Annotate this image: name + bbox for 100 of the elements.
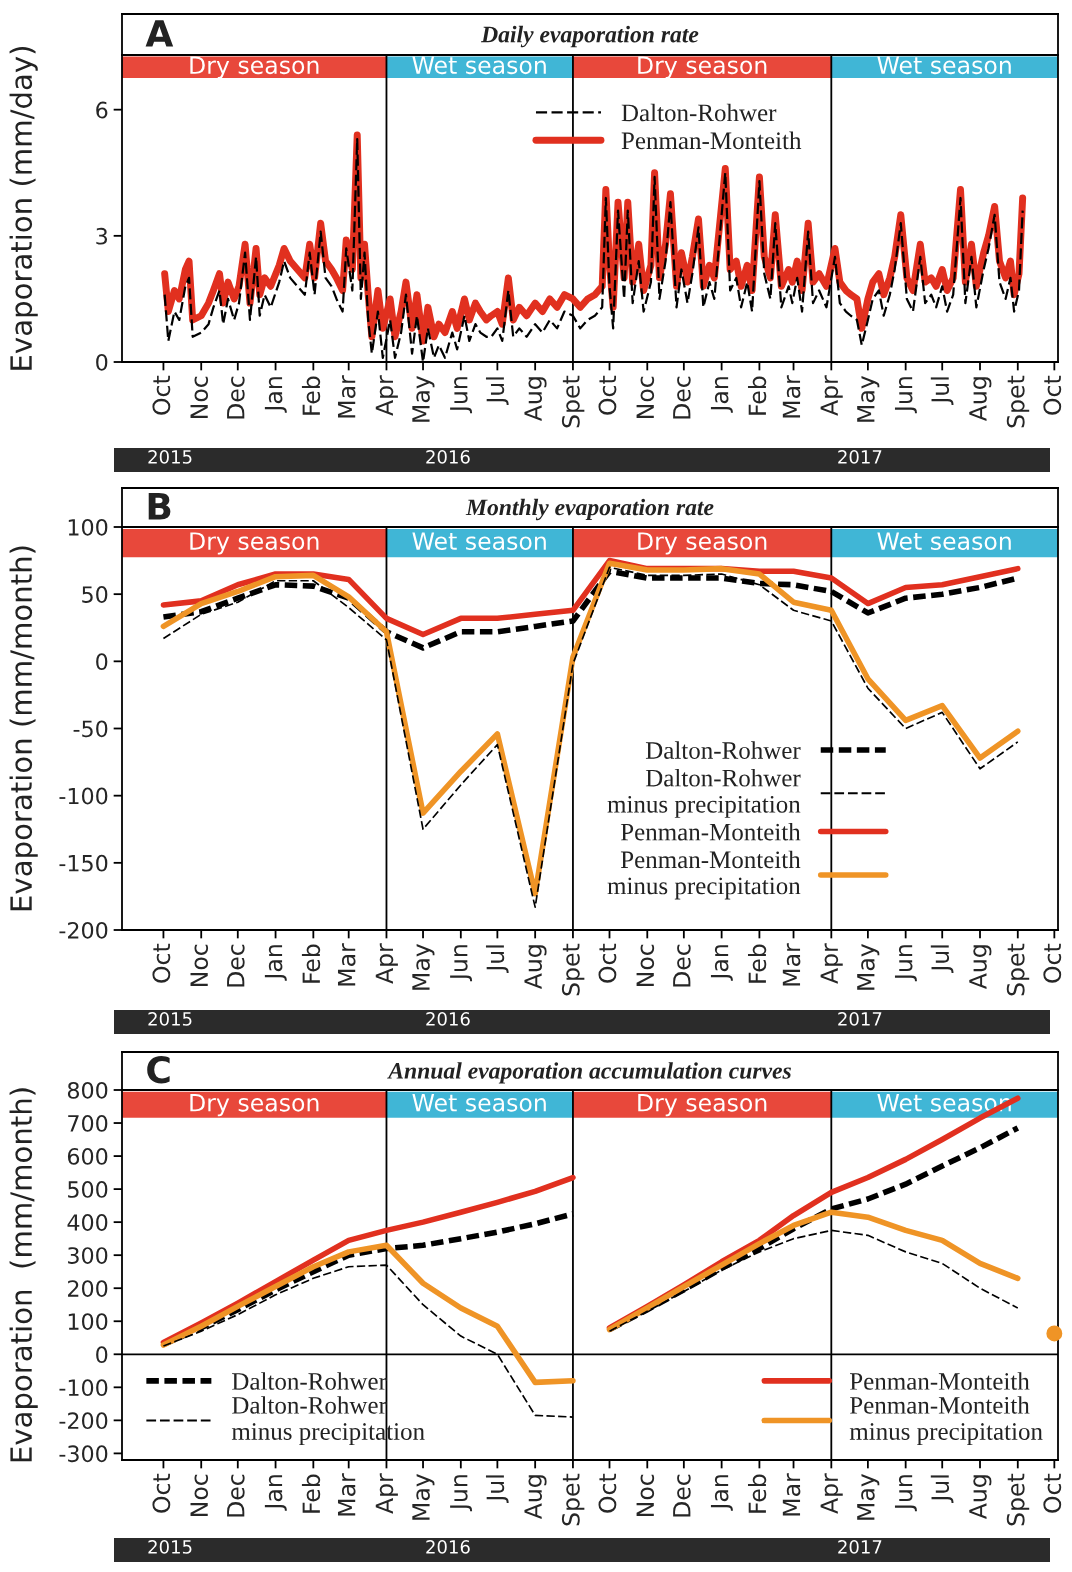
x-tick-label: Jul: [930, 945, 954, 973]
x-tick-label: Apr: [820, 1473, 843, 1514]
x-tick-label: Oct: [1043, 375, 1062, 415]
x-tick-label: Apr: [820, 943, 843, 984]
band-label: Dry season: [190, 532, 319, 555]
x-tick-label: Aug: [969, 377, 992, 422]
x-tick-label: May: [412, 1473, 435, 1520]
x-tick-label: Oct: [598, 375, 617, 415]
x-tick-label: Apr: [820, 375, 843, 416]
x-tick-label: Jul: [485, 377, 509, 405]
legend-label: Dalton-Rohwer: [621, 103, 777, 122]
band-label: Dry season: [190, 56, 319, 79]
x-tick-label: Mar: [337, 375, 356, 418]
x-tick-label: Jun: [894, 1475, 917, 1512]
band-label: Dry season: [638, 56, 767, 79]
x2-tick-label: 2015: [148, 450, 192, 464]
x-tick-label: Oct: [152, 375, 171, 415]
x-tick-label: May: [857, 1473, 880, 1520]
y-tick-label: 50: [82, 586, 108, 603]
x-tick-label: Dec: [227, 376, 245, 419]
y-tick-label: 100: [68, 1313, 108, 1331]
x-tick-label: Jul: [930, 377, 954, 405]
x-tick-label: Jul: [485, 945, 509, 973]
text: C: [147, 1056, 170, 1084]
x-tick-label: Aug: [524, 377, 547, 422]
x-tick-label: Mar: [782, 375, 801, 418]
y-tick-label: 400: [67, 1214, 108, 1231]
x2-tick-label: 2016: [426, 1540, 470, 1554]
x2-tick-label: 2015: [148, 1540, 192, 1554]
x2-tick-label: 2017: [838, 1012, 882, 1026]
y-tick-label: 700: [68, 1114, 108, 1132]
y-tick-label: -200: [59, 921, 108, 939]
x2-tick-label: 2015: [148, 1012, 192, 1026]
x-tick-label: Feb: [301, 376, 321, 415]
x-tick-label: Noc: [636, 376, 655, 418]
x-tick-label: Oct: [1043, 1473, 1062, 1513]
x-tick-label: Spet: [1006, 375, 1030, 428]
x-tick-label: Jan: [264, 377, 287, 413]
legend-label: Penman-Monteith minus precipitation: [607, 850, 801, 900]
x-tick-label: Jun: [894, 945, 917, 982]
x-tick-label: Jan: [710, 377, 733, 413]
band-label: Dry season: [190, 1094, 319, 1117]
x-tick-label: Feb: [747, 376, 767, 415]
x-tick-label: Feb: [747, 944, 767, 983]
chart-title: Annual evaporation accumulation curves: [387, 1062, 791, 1084]
band-label: Dry season: [638, 1094, 767, 1117]
legend-label: Dalton-Rohwer: [645, 741, 801, 759]
x-tick-label: Spet: [561, 1473, 585, 1526]
x-tick-label: Aug: [524, 1475, 547, 1520]
x-tick-label: Jan: [264, 945, 287, 981]
x-tick-label: Noc: [636, 1474, 655, 1516]
x-tick-label: Jul: [930, 1475, 954, 1503]
x-tick-label: Jan: [710, 1475, 733, 1511]
y-tick-label: 0: [96, 1346, 108, 1364]
legend-label: Penman-Monteith: [621, 131, 802, 150]
x-tick-label: Dec: [227, 1474, 245, 1517]
x-tick-label: Noc: [636, 944, 655, 986]
x-tick-label: Aug: [969, 1475, 992, 1520]
band-label: Dry season: [638, 532, 767, 555]
x2-tick-label: 2016: [426, 450, 470, 464]
x-tick-label: Jan: [710, 945, 733, 981]
x-tick-label: Jun: [450, 945, 473, 982]
band-label: Wet season: [412, 1094, 546, 1112]
x-tick-label: Noc: [190, 376, 209, 418]
x-tick-label: Jan: [264, 1475, 287, 1511]
x-tick-label: Jun: [894, 377, 917, 414]
y-tick-label: 200: [68, 1280, 108, 1297]
y-tick-label: 3: [96, 227, 108, 245]
legend-label: Penman-Monteith: [850, 1372, 1030, 1390]
x-tick-label: Spet: [561, 943, 585, 996]
x-tick-label: Oct: [598, 1473, 617, 1513]
chart-title: Daily evaporation rate: [480, 25, 699, 48]
x-tick-label: Noc: [190, 1474, 209, 1516]
x-tick-label: Apr: [375, 943, 398, 984]
y-tick-label: 500: [68, 1181, 108, 1198]
x2-tick-label: 2016: [426, 1012, 470, 1026]
chart-title: Monthly evaporation rate: [465, 498, 714, 521]
x-tick-label: Oct: [1043, 943, 1062, 983]
x-tick-label: Spet: [1006, 943, 1030, 996]
x-tick-label: Mar: [782, 1473, 801, 1516]
y-axis-title: Evaporation (mm/month): [9, 546, 38, 911]
x-tick-label: Oct: [598, 943, 617, 983]
x-tick-label: Jun: [450, 1475, 473, 1512]
x-tick-label: Noc: [190, 944, 209, 986]
x-tick-label: May: [857, 943, 880, 990]
y-tick-label: 300: [68, 1247, 108, 1264]
x-tick-label: Dec: [673, 944, 691, 987]
y-tick-label: -50: [73, 720, 108, 738]
x-tick-label: Mar: [337, 1473, 356, 1516]
text: B: [148, 493, 171, 520]
x-tick-label: Jul: [485, 1475, 509, 1503]
x-tick-label: May: [412, 943, 435, 990]
x-tick-label: Aug: [524, 945, 547, 990]
x-tick-label: Mar: [782, 943, 801, 986]
x-tick-label: Apr: [375, 1473, 398, 1514]
y-tick-label: -200: [59, 1412, 108, 1430]
x-tick-label: Feb: [747, 1474, 767, 1513]
x-tick-label: Feb: [301, 1474, 321, 1513]
band-label: Wet season: [877, 532, 1011, 550]
legend-label: Dalton-Rohwer minus precipitation: [607, 768, 801, 818]
